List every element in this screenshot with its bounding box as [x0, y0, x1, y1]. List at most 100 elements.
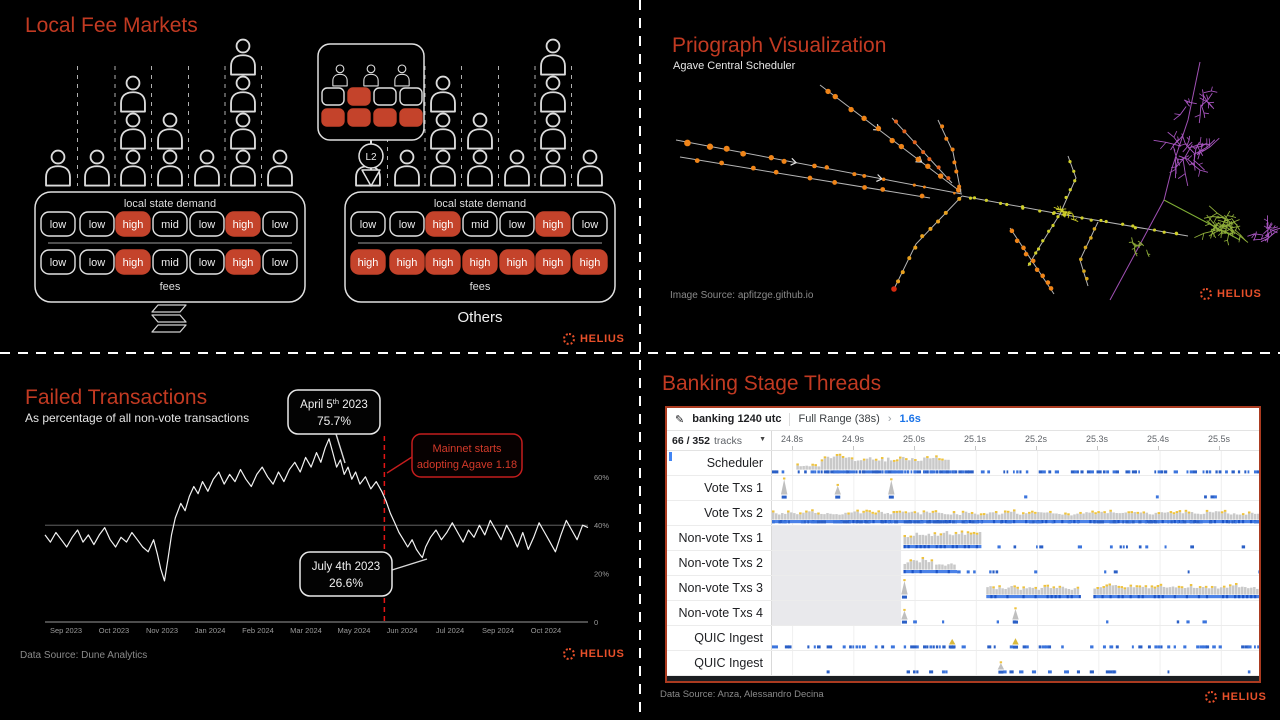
- graph-cluster-twig: [1200, 149, 1206, 152]
- trace-flame-tip: [994, 511, 998, 514]
- trace-flame-tip: [1205, 509, 1209, 512]
- trace-dash: [1032, 520, 1035, 524]
- trace-flame: [1196, 513, 1200, 520]
- helius-wordmark: HELIUS: [580, 333, 625, 345]
- trace-dash: [1009, 645, 1014, 649]
- trace-flame-tip: [1034, 511, 1037, 514]
- trace-flame: [1139, 512, 1143, 520]
- trace-dash: [963, 545, 966, 549]
- trace-row-track[interactable]: [772, 576, 1259, 600]
- trace-row-track[interactable]: [772, 551, 1259, 575]
- trace-dash: [951, 545, 954, 549]
- trace-row-track[interactable]: [772, 651, 1259, 675]
- trace-dash: [929, 470, 934, 474]
- trace-dash: [933, 470, 936, 474]
- fees-pill-label: high: [123, 257, 144, 269]
- graph-cluster-twig: [1071, 215, 1074, 217]
- trace-gridline: [1220, 651, 1222, 675]
- trace-row-label[interactable]: Non-vote Txs 4: [667, 601, 772, 625]
- trace-row-track[interactable]: [772, 601, 1259, 625]
- trace-flame: [903, 536, 907, 545]
- full-range-breadcrumb[interactable]: Full Range (38s): [798, 413, 880, 425]
- demand-pill: [152, 211, 188, 237]
- demand-pill-label: high: [433, 219, 454, 231]
- trace-row-track[interactable]: [772, 476, 1259, 500]
- trace-dash: [1183, 645, 1187, 649]
- trace-dash: [823, 520, 826, 524]
- trace-dash: [1099, 520, 1105, 524]
- trace-row-track[interactable]: [772, 451, 1259, 475]
- trace-row-label[interactable]: Vote Txs 1: [667, 476, 772, 500]
- trace-flame: [1142, 513, 1146, 520]
- trace-row-label[interactable]: Scheduler: [667, 451, 772, 475]
- trace-flame: [970, 513, 974, 520]
- graph-dot: [946, 176, 951, 181]
- trace-flame: [973, 513, 977, 520]
- trace-row-label[interactable]: QUIC Ingest: [667, 651, 772, 675]
- trace-dash: [1221, 595, 1225, 599]
- trace-row-track[interactable]: [772, 501, 1259, 525]
- trace-flame: [1165, 587, 1169, 595]
- selection-breadcrumb[interactable]: 1.6s: [899, 413, 921, 425]
- trace-flame: [1034, 588, 1037, 595]
- trace-dash: [1022, 595, 1025, 599]
- trace-flame-tip: [1117, 585, 1121, 588]
- x-tick-label: Nov 2023: [146, 626, 178, 635]
- trace-row-track[interactable]: [772, 526, 1259, 550]
- trace-flame: [1162, 586, 1166, 595]
- graph-branch: [1163, 61, 1201, 201]
- trace-row-label[interactable]: Non-vote Txs 2: [667, 551, 772, 575]
- trace-flame: [847, 457, 851, 470]
- trace-flame: [907, 512, 911, 520]
- trace-dash: [939, 520, 942, 524]
- trace-row-label[interactable]: QUIC Ingest: [667, 626, 772, 650]
- trace-spike-tip: [782, 477, 786, 480]
- time-scale[interactable]: 24.8s 24.9s 25.0s 25.1s 25.2s 25.3s 25.4s 25.5s: [772, 431, 1259, 450]
- trace-flame: [1100, 511, 1103, 520]
- trace-row-label[interactable]: Non-vote Txs 3: [667, 576, 772, 600]
- trace-flame: [1184, 511, 1188, 520]
- trace-spike: [834, 485, 841, 495]
- trace-dash: [1176, 620, 1180, 624]
- trace-flame: [814, 466, 817, 470]
- demand-pill: [535, 211, 571, 237]
- trace-dash: [1231, 520, 1234, 524]
- image-source: Image Source: apfitzge.github.io: [670, 290, 814, 301]
- panel-title: Banking Stage Threads: [662, 372, 882, 395]
- graph-dot: [861, 115, 867, 122]
- trace-flame: [1007, 587, 1010, 595]
- person-icon: [577, 149, 603, 187]
- trace-dash: [1190, 545, 1195, 549]
- trace-flame: [1189, 586, 1193, 595]
- trace-flame: [1145, 512, 1149, 520]
- tracks-counter-dropdown[interactable]: 66 / 352 tracks ▼: [667, 431, 772, 450]
- trace-dash: [997, 545, 1001, 549]
- trace-dash: [1002, 670, 1007, 674]
- edit-pencil-icon[interactable]: ✎: [675, 413, 685, 426]
- trace-flame: [903, 563, 907, 570]
- trace-dash: [836, 470, 841, 474]
- trace-flame: [924, 535, 928, 545]
- scroll-marker: [669, 452, 672, 461]
- graph-dot: [1027, 262, 1032, 266]
- arrowhead-icon: [790, 157, 798, 166]
- trace-activity: [780, 476, 1222, 500]
- trace-row-label[interactable]: Vote Txs 2: [667, 501, 772, 525]
- graph-branch: [937, 119, 962, 194]
- trace-flame: [1061, 514, 1064, 520]
- trace-flame: [945, 531, 949, 545]
- dropdown-caret-icon[interactable]: ▼: [759, 436, 766, 443]
- trace-flame: [989, 586, 992, 595]
- trace-dash: [781, 520, 786, 524]
- trace-dash: [942, 620, 945, 624]
- trace-flame: [1031, 587, 1034, 595]
- trace-dash: [1181, 520, 1184, 524]
- l2-chip: [347, 108, 371, 127]
- trace-row-track[interactable]: [772, 626, 1259, 650]
- trace-flame-tip: [914, 459, 917, 462]
- trace-flame: [1187, 513, 1191, 520]
- trace-flame-tip: [1022, 512, 1025, 515]
- trace-row-label[interactable]: Non-vote Txs 1: [667, 526, 772, 550]
- person-icon: [394, 149, 420, 187]
- trace-flame: [944, 459, 947, 470]
